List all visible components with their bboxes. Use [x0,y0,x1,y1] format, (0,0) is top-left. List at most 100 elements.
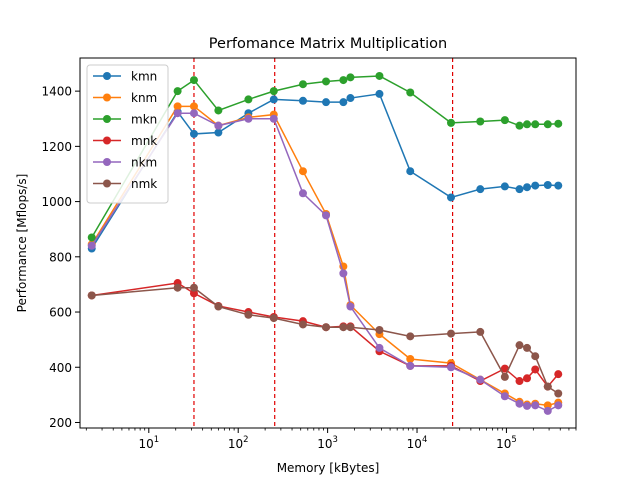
data-point-nkm-5 [244,114,253,123]
legend-item-mnk: mnk [93,134,157,148]
data-point-kmn-7 [298,96,307,105]
data-point-nkm-14 [476,375,485,384]
data-point-mkn-8 [322,77,331,86]
x-tick-label-1: 101 [138,435,159,451]
x-tick-label-3: 103 [317,435,338,451]
data-point-mkn-3 [189,76,198,85]
data-point-mnk-18 [531,365,540,374]
data-point-mkn-16 [515,121,524,130]
y-tick-label-3: 600 [49,306,72,320]
data-point-nkm-15 [500,392,509,401]
data-point-nkm-7 [298,189,307,198]
data-point-nmk-2 [173,283,182,292]
data-point-knm-3 [189,102,198,111]
data-point-kmn-9 [339,98,348,107]
data-point-nmk-4 [214,302,223,311]
data-point-kmn-3 [189,129,198,138]
legend-item-kmn: kmn [93,70,157,84]
data-point-kmn-4 [214,128,223,137]
data-point-knm-12 [406,354,415,363]
data-point-kmn-17 [523,183,532,192]
data-point-knm-2 [173,102,182,111]
data-point-nmk-8 [322,323,331,332]
data-point-nkm-12 [406,361,415,370]
data-point-mkn-9 [339,76,348,85]
data-point-kmn-20 [554,181,563,190]
legend-label-mnk: mnk [131,134,157,148]
data-point-mkn-12 [406,88,415,97]
legend-item-mkn: mkn [93,113,157,127]
data-point-nkm-4 [214,121,223,130]
chart-title: Perfomance Matrix Multiplication [209,36,447,52]
data-point-nkm-11 [375,343,384,352]
y-axis-label: Performance [Mflops/s] [15,174,29,313]
data-point-kmn-19 [543,181,552,190]
data-point-kmn-12 [406,167,415,176]
data-point-nmk-12 [406,332,415,341]
data-point-nmk-3 [189,283,198,292]
data-point-nmk-9 [339,323,348,332]
data-point-nkm-2 [173,109,182,118]
data-point-mkn-1 [87,233,96,242]
data-point-mkn-14 [476,117,485,126]
data-point-nmk-15 [500,372,509,381]
data-point-nkm-10 [346,302,355,311]
x-axis-label: Memory [kBytes] [277,461,380,475]
legend-swatch-marker-mkn [103,115,111,123]
data-point-nkm-3 [189,109,198,118]
data-point-mnk-3 [189,289,198,298]
y-tick-label-7: 1400 [41,85,72,99]
y-tick-label-6: 1200 [41,140,72,154]
data-point-mnk-16 [515,377,524,386]
data-point-kmn-16 [515,185,524,194]
data-point-nkm-9 [339,269,348,278]
data-point-kmn-6 [269,95,278,104]
data-point-kmn-14 [476,185,485,194]
series-mkn [87,71,563,242]
data-point-nmk-19 [543,382,552,391]
data-point-nmk-10 [346,323,355,332]
data-point-nmk-7 [298,320,307,329]
data-point-mkn-11 [375,71,384,80]
data-point-mkn-19 [543,120,552,129]
y-tick-label-2: 400 [49,361,72,375]
legend-swatch-marker-nkm [103,158,111,166]
data-point-nkm-1 [87,241,96,250]
data-point-nmk-16 [515,341,524,350]
legend-swatch-marker-nmk [103,179,111,188]
legend-label-knm: knm [131,91,157,105]
data-point-nmk-11 [375,325,384,334]
data-point-mkn-10 [346,73,355,82]
data-point-mkn-6 [269,87,278,96]
y-tick-label-1: 200 [49,416,72,430]
data-point-nkm-13 [447,363,456,372]
data-point-knm-19 [543,401,552,410]
data-point-nkm-18 [531,401,540,410]
data-point-nkm-6 [269,114,278,123]
data-point-kmn-18 [531,181,540,190]
data-point-nkm-20 [554,401,563,410]
data-point-kmn-11 [375,89,384,98]
legend-label-mkn: mkn [131,113,157,127]
data-point-kmn-8 [322,98,331,107]
y-tick-label-5: 1000 [41,195,72,209]
legend-item-nkm: nkm [93,156,157,170]
data-point-nmk-13 [447,329,456,338]
legend-label-kmn: kmn [131,70,157,84]
data-point-mkn-18 [531,120,540,129]
data-point-mkn-7 [298,80,307,89]
data-point-mkn-4 [214,106,223,115]
data-point-nmk-1 [87,291,96,300]
y-tick-label-4: 800 [49,250,72,264]
x-tick-label-4: 104 [407,435,428,451]
data-point-nkm-8 [322,211,331,220]
data-point-nkm-19 [543,406,552,415]
series-nmk [87,283,563,398]
legend-label-nkm: nkm [131,156,157,170]
legend: kmn knm mkn mnk nkm nmk [86,64,169,204]
data-point-nkm-17 [523,401,532,410]
x-tick-label-2: 102 [228,435,249,451]
data-point-mkn-5 [244,95,253,104]
legend-swatch-marker-kmn [103,72,111,80]
